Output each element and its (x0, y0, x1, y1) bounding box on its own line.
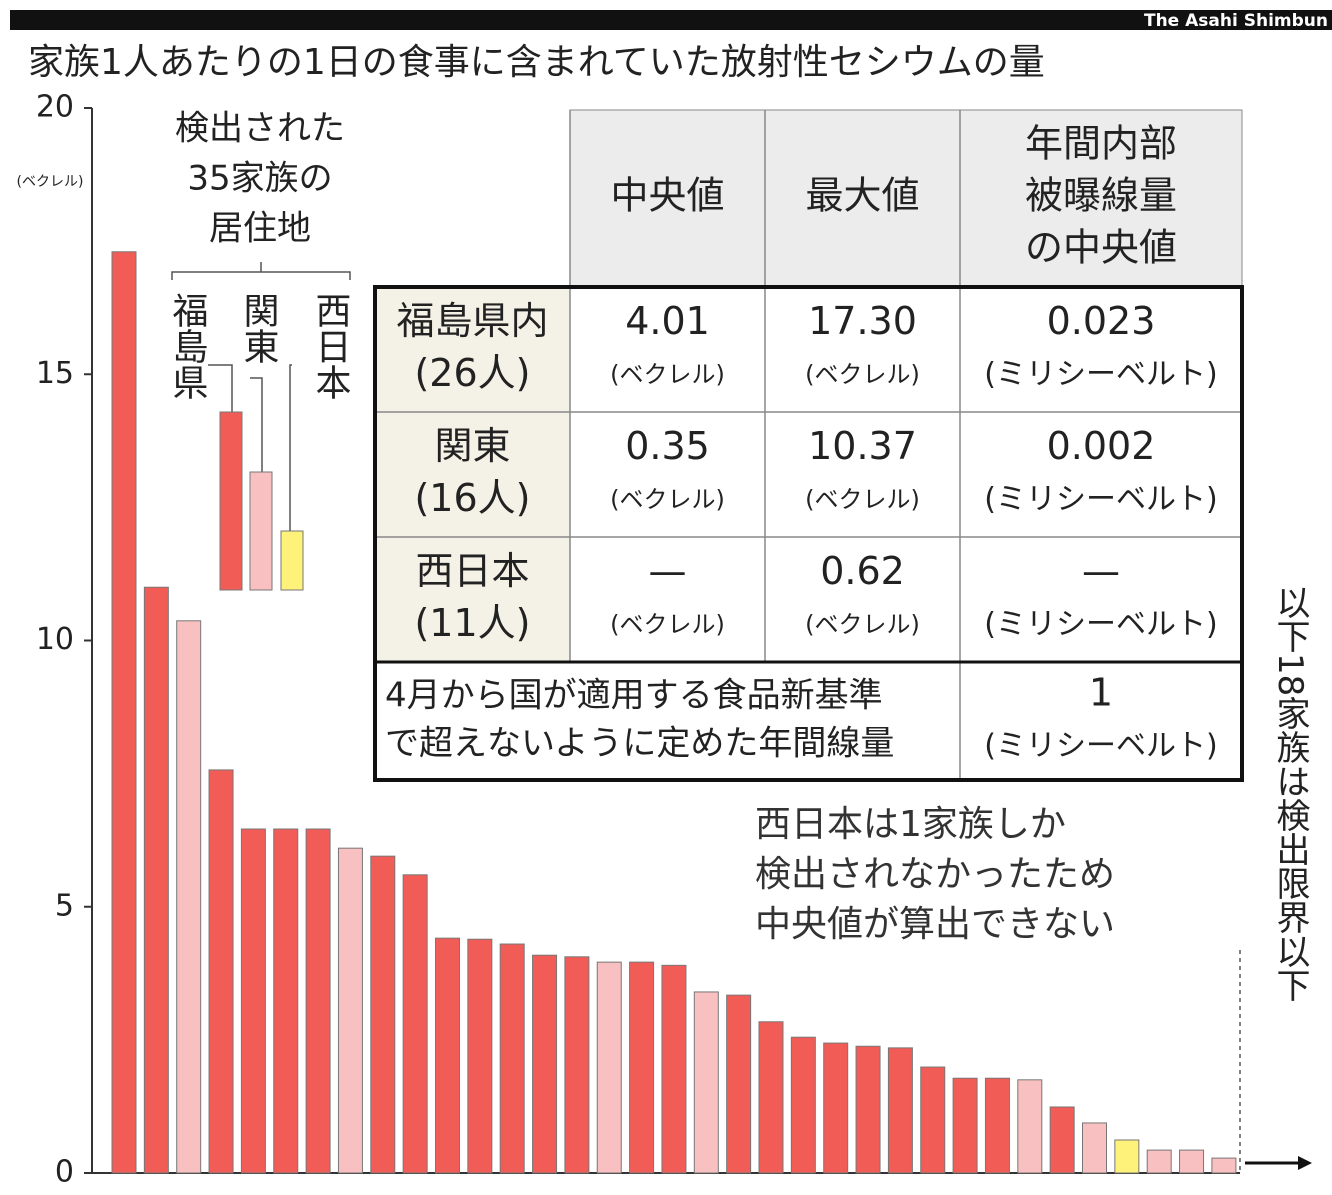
table-cell: (ベクレル) (805, 611, 920, 639)
bar (887, 1047, 913, 1174)
note: 中央値が算出できない (755, 904, 1115, 945)
bar (661, 964, 687, 1174)
table-cell: (26人) (414, 351, 530, 395)
table-cell: (ベクレル) (610, 611, 725, 639)
y-tick-label: 5 (55, 888, 74, 923)
table-cell: 10.37 (808, 424, 917, 468)
note: 西日本は1家族しか (755, 804, 1066, 845)
y-tick-label: 10 (36, 622, 74, 657)
bar (984, 1077, 1010, 1174)
table-cell: 4.01 (625, 299, 710, 343)
table-cell: 0.023 (1047, 299, 1156, 343)
bar (337, 847, 363, 1174)
bar (208, 769, 234, 1174)
table-cell: (ベクレル) (610, 486, 725, 514)
bar (758, 1021, 784, 1174)
bar (305, 828, 331, 1174)
legend-title: 検出された (175, 109, 345, 149)
bar (111, 251, 137, 1174)
table-body-bg (570, 287, 1242, 662)
bar (693, 991, 719, 1174)
table-cell: 1 (1089, 671, 1113, 715)
bar (629, 961, 655, 1174)
legend-leaders (208, 364, 292, 531)
bar (1179, 1149, 1205, 1174)
table-cell: (ミリシーベルト) (984, 357, 1217, 392)
y-tick-label: 15 (36, 356, 74, 391)
table-cell: 0.002 (1047, 424, 1156, 468)
bar (952, 1077, 978, 1174)
legend-title: 35家族の (187, 159, 332, 199)
table-header: 中央値 (610, 174, 724, 218)
bar (920, 1066, 946, 1174)
legend-label: 関東 (238, 292, 279, 364)
side-note: 以下18家族は検出限界以下 (1270, 585, 1310, 1002)
bar (176, 620, 202, 1174)
bar (790, 1036, 816, 1174)
bar (1082, 1122, 1107, 1174)
table-border (373, 285, 1244, 782)
table-cell: (ミリシーベルト) (984, 607, 1217, 642)
bar (467, 938, 493, 1174)
bar (402, 874, 428, 1174)
table-cell: 0.35 (625, 424, 710, 468)
table-footer-bg (375, 662, 1242, 780)
table-header: 最大値 (805, 174, 919, 218)
table-cell: — (1082, 549, 1120, 593)
table-cell: (ミリシーベルト) (984, 482, 1217, 517)
bar (532, 954, 558, 1174)
y-tick-label: 20 (36, 90, 74, 125)
y-axis-label: (ベクレル) (17, 174, 84, 190)
legend-label: 福島県 (167, 292, 209, 400)
bar (143, 586, 169, 1174)
legend-bracket (171, 262, 351, 280)
bar (1146, 1149, 1172, 1174)
arrow-head (1298, 1156, 1312, 1170)
table-cell: 17.30 (808, 299, 917, 343)
legend-label: 西日本 (310, 292, 351, 400)
table-cell: (11人) (414, 601, 530, 645)
note: 検出されなかったため (755, 854, 1115, 895)
table-header: 年間内部 (1025, 122, 1177, 166)
table-cell: (ベクレル) (805, 361, 920, 389)
table-cell: 西日本 (415, 549, 529, 593)
bar (1017, 1079, 1043, 1174)
table-cell: (16人) (414, 476, 530, 520)
bar (855, 1045, 881, 1174)
table-label-bg (375, 287, 570, 662)
table-footer-label: で超えないように定めた年間線量 (385, 724, 894, 764)
bar (273, 828, 299, 1174)
table-cell: (ベクレル) (610, 361, 725, 389)
bar (1114, 1139, 1140, 1174)
table-cell: (ミリシーベルト) (984, 729, 1217, 764)
legend-title: 居住地 (209, 209, 311, 249)
bar (370, 855, 396, 1174)
y-tick-label: 0 (55, 1155, 74, 1190)
source: The Asahi Shimbun (1144, 11, 1328, 31)
table-header-bg (569, 109, 1243, 288)
table-cell: — (649, 549, 687, 593)
legend-swatch (249, 471, 273, 591)
bar (823, 1042, 849, 1174)
table-header: 被曝線量 (1025, 174, 1177, 218)
legend-swatch (280, 530, 304, 591)
bar (499, 943, 525, 1174)
bar (726, 994, 752, 1174)
legend-swatch (219, 411, 243, 591)
table-header: の中央値 (1025, 226, 1177, 270)
table-cell: (ベクレル) (805, 486, 920, 514)
bar (1049, 1106, 1075, 1174)
top-bar (10, 10, 1332, 30)
bar (240, 828, 266, 1174)
bar (1211, 1157, 1237, 1174)
bar (596, 961, 622, 1174)
bar (564, 956, 590, 1174)
table-cell: 福島県内 (396, 299, 548, 343)
table-cell: 関東 (434, 424, 510, 468)
table-cell: 0.62 (820, 549, 905, 593)
bar (435, 937, 460, 1174)
chart-title: 家族1人あたりの1日の食事に含まれていた放射性セシウムの量 (28, 42, 1045, 83)
table-footer-label: 4月から国が適用する食品新基準 (385, 676, 883, 716)
